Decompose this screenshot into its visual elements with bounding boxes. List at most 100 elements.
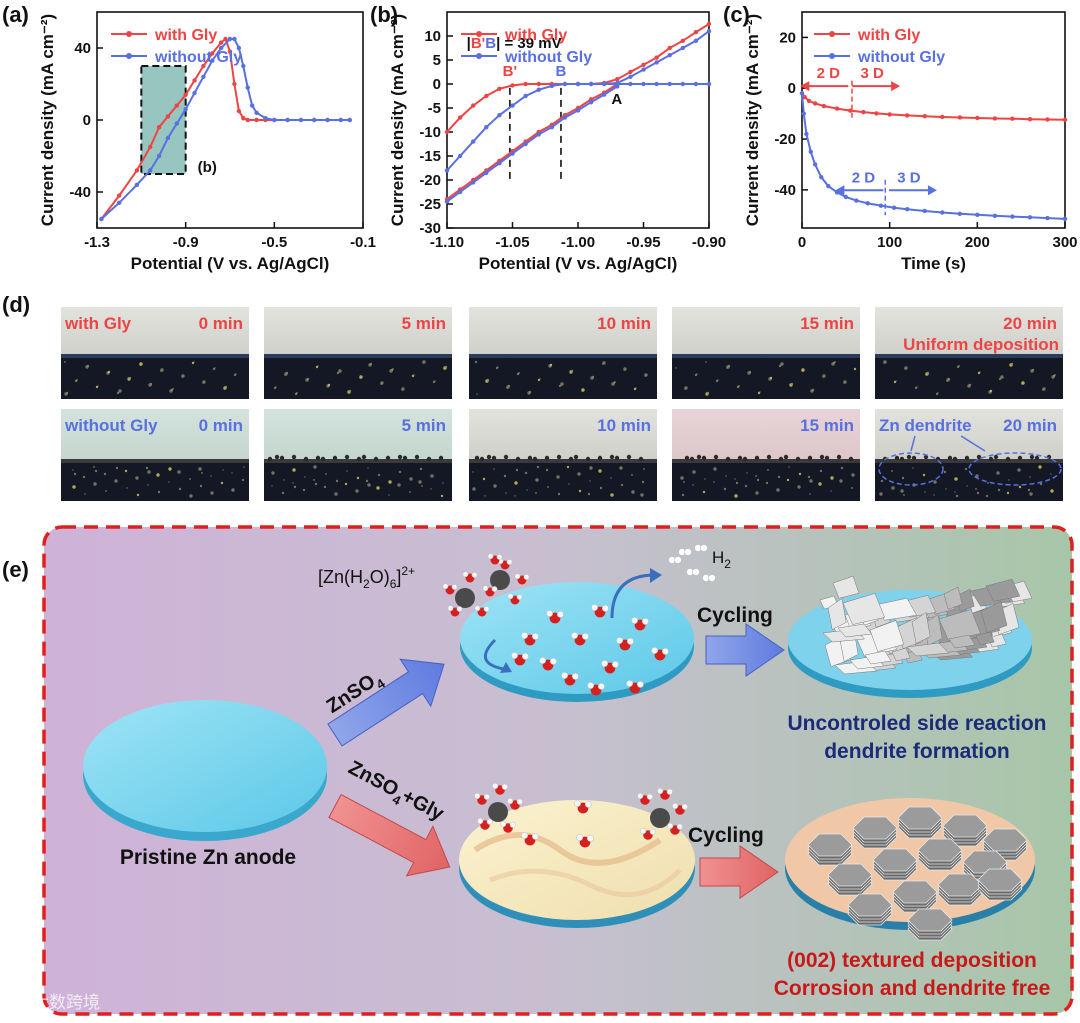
x-tick-label: 200 <box>965 234 990 251</box>
data-point <box>241 116 246 121</box>
data-point <box>236 108 242 114</box>
marker-label: B <box>556 63 567 80</box>
micrograph-tile: 5 min <box>264 409 452 501</box>
data-point <box>706 29 712 34</box>
data-point <box>680 45 685 51</box>
data-point <box>641 67 646 72</box>
dendrite-flake <box>842 593 885 625</box>
gly-electrolyte-disc <box>459 800 695 928</box>
hex-platelet <box>827 863 873 887</box>
micrograph-tile: 10 min <box>469 307 657 399</box>
data-point <box>549 83 554 89</box>
data-point <box>245 85 250 90</box>
cycling-top-label: Cycling <box>697 604 773 627</box>
data-point <box>523 81 528 87</box>
data-point <box>667 45 672 51</box>
legend-marker <box>126 31 132 37</box>
y-tick-label: 0 <box>433 76 441 93</box>
data-point <box>183 92 188 98</box>
data-point <box>680 81 685 87</box>
x-tick-label: 300 <box>1052 234 1077 251</box>
x-tick-label: -0.90 <box>692 234 726 251</box>
pointer-line <box>960 435 986 452</box>
data-point <box>922 208 927 214</box>
data-point <box>444 168 450 173</box>
data-point <box>227 49 233 54</box>
data-point <box>134 182 140 187</box>
water-molecule-icon <box>521 832 539 846</box>
data-point <box>338 117 344 123</box>
y-tick-label: -10 <box>419 124 441 141</box>
data-point <box>957 211 962 216</box>
data-point <box>861 109 866 115</box>
pointer-line <box>910 435 916 452</box>
data-point <box>992 116 998 121</box>
data-point <box>192 90 197 96</box>
data-point <box>865 201 870 206</box>
x-tick-label: 100 <box>877 234 902 251</box>
dendrite-flake <box>975 631 995 646</box>
data-point <box>99 216 104 222</box>
delta-annotation: |B'B| = 39 mV <box>467 35 562 52</box>
data-point <box>706 81 712 87</box>
zoom-region-label: (b) <box>198 159 217 176</box>
marker-label: A <box>611 91 622 108</box>
micrograph-tile: 10 min <box>469 409 657 501</box>
dendrite-flake <box>891 647 911 662</box>
data-point <box>834 190 840 195</box>
legend-marker <box>829 31 835 37</box>
micrograph-time: 0 min <box>199 416 243 435</box>
regime-label: 2 D <box>852 169 876 186</box>
legend-label: with Gly <box>857 27 920 44</box>
dendrite-flake <box>827 597 847 630</box>
legend-label: without Gly <box>154 49 242 66</box>
complex-label: [Zn(H2O)6]2+ <box>318 564 415 591</box>
series-line <box>801 92 1066 121</box>
data-point <box>497 161 502 166</box>
data-point <box>457 115 463 120</box>
data-point <box>654 81 659 87</box>
arrowhead-icon <box>650 568 662 583</box>
data-point <box>148 168 153 173</box>
data-point <box>834 106 840 111</box>
water-molecule-icon <box>507 593 523 605</box>
data-point <box>821 103 827 109</box>
data-point <box>471 103 476 108</box>
hexagonal-platelets <box>807 806 1028 941</box>
data-point <box>799 91 805 96</box>
data-point <box>588 100 594 105</box>
dendrite-flake <box>911 611 931 644</box>
series-line <box>446 83 618 201</box>
data-point <box>325 117 330 123</box>
cycling-bottom-arrow <box>699 845 779 899</box>
data-point <box>693 29 699 35</box>
micrograph-note: Zn dendrite <box>879 416 972 435</box>
data-point <box>806 98 812 104</box>
data-point <box>562 81 568 87</box>
micrograph-tile: Zn dendrite 20 min <box>875 409 1063 501</box>
water-molecule-icon <box>474 792 490 805</box>
data-point <box>497 86 502 92</box>
hex-platelet <box>897 806 943 830</box>
data-point <box>254 117 259 123</box>
water-molecule-icon <box>571 632 589 646</box>
data-point <box>232 36 237 42</box>
series-line <box>446 85 618 203</box>
data-point <box>706 21 712 27</box>
data-point <box>602 92 607 97</box>
water-molecules-bottom <box>474 782 688 848</box>
micrograph-series-label: without Gly <box>64 416 158 435</box>
y-tick-label: 0 <box>788 80 796 97</box>
top-result-line2: dendrite formation <box>824 740 1010 763</box>
data-point <box>484 93 489 99</box>
data-point <box>602 81 607 87</box>
panel-label-a: (a) <box>2 2 29 27</box>
data-point <box>484 170 489 175</box>
micrograph-tile: 15 min <box>672 409 860 501</box>
micrograph-time: 10 min <box>597 314 651 333</box>
y-tick-label: -40 <box>774 182 796 199</box>
water-molecule-icon <box>576 834 594 848</box>
data-point <box>812 101 818 106</box>
data-point <box>874 111 879 116</box>
